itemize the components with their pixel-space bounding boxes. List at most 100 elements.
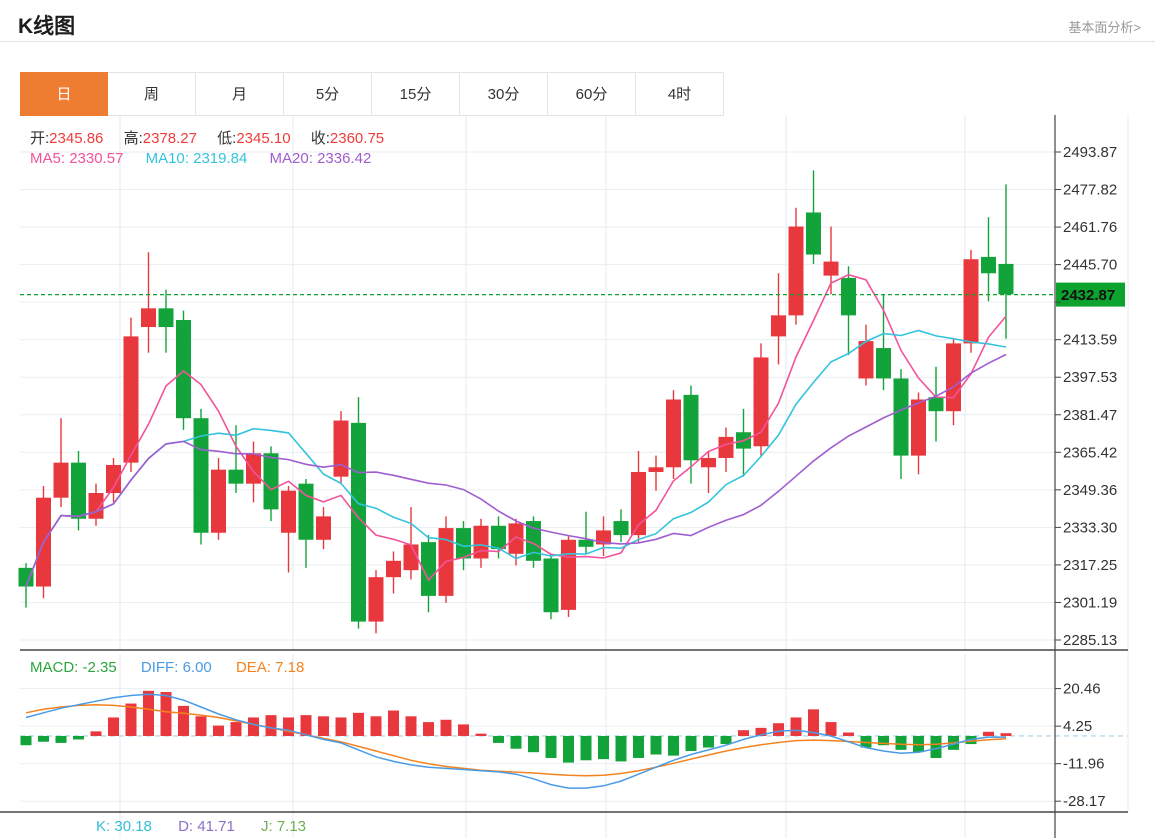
macd-bar bbox=[895, 735, 907, 750]
candle[interactable] bbox=[473, 518, 489, 568]
candle[interactable] bbox=[193, 408, 209, 545]
tab-日[interactable]: 日 bbox=[20, 72, 108, 116]
tab-30分[interactable]: 30分 bbox=[460, 72, 548, 116]
macd-layer: 20.46 4.25 -11.96 -28.17 bbox=[20, 681, 1128, 810]
tab-15分[interactable]: 15分 bbox=[372, 72, 460, 116]
candle[interactable] bbox=[53, 418, 69, 508]
high-label: 高: bbox=[123, 130, 143, 147]
fundamental-analysis-link[interactable]: 基本面分析> bbox=[1068, 20, 1141, 35]
tab-月[interactable]: 月 bbox=[196, 72, 284, 116]
candle[interactable] bbox=[421, 535, 436, 613]
candle[interactable] bbox=[963, 249, 979, 353]
macd-bar bbox=[825, 722, 837, 736]
candle[interactable] bbox=[158, 289, 174, 353]
dea-line bbox=[25, 703, 1007, 777]
macd-bar bbox=[388, 710, 399, 736]
macd-bar bbox=[20, 735, 32, 746]
candle[interactable] bbox=[281, 486, 296, 573]
candle[interactable] bbox=[683, 385, 699, 484]
candle[interactable] bbox=[841, 266, 856, 356]
candle[interactable] bbox=[736, 408, 751, 477]
macd-bar bbox=[580, 735, 592, 761]
macd-bar bbox=[283, 717, 294, 736]
macd-bar bbox=[73, 735, 84, 740]
candle[interactable] bbox=[998, 184, 1014, 339]
candle[interactable] bbox=[351, 397, 366, 629]
macd-bar bbox=[528, 735, 539, 753]
macd-bar bbox=[318, 716, 329, 736]
candle[interactable] bbox=[298, 478, 314, 568]
candle[interactable] bbox=[333, 411, 349, 484]
tab-60分[interactable]: 60分 bbox=[548, 72, 636, 116]
candle[interactable] bbox=[71, 450, 86, 531]
candle[interactable] bbox=[893, 369, 909, 479]
tab-4时[interactable]: 4时 bbox=[636, 72, 724, 116]
candle[interactable] bbox=[928, 366, 944, 442]
candle[interactable] bbox=[858, 324, 874, 386]
header-divider bbox=[0, 41, 1155, 42]
candle[interactable] bbox=[806, 170, 821, 264]
candle[interactable] bbox=[228, 425, 244, 494]
ma-legend: MA5: 2330.57 MA10: 2319.84 MA20: 2336.42 bbox=[30, 150, 389, 167]
candle[interactable] bbox=[753, 343, 769, 456]
price-axis: 2493.87 2477.82 2461.76 2445.70 2413.59 2397.… bbox=[1055, 144, 1117, 649]
macd-bar bbox=[440, 719, 452, 736]
candle[interactable] bbox=[666, 390, 681, 479]
kdj-legend: K: 30.18 D: 41.71 J: 7.13 bbox=[96, 818, 328, 835]
candle[interactable] bbox=[701, 450, 716, 494]
candle[interactable] bbox=[946, 338, 961, 426]
dea-value-legend: DEA: 7.18 bbox=[235, 659, 305, 676]
macd-tick-label: -28.17 bbox=[1063, 793, 1106, 810]
candle[interactable] bbox=[631, 450, 646, 543]
macd-bar bbox=[685, 735, 697, 752]
price-tick-label: 2461.76 bbox=[1063, 219, 1117, 236]
macd-bar bbox=[178, 705, 189, 736]
candle[interactable] bbox=[368, 570, 384, 634]
candle[interactable] bbox=[613, 509, 629, 543]
candle[interactable] bbox=[543, 553, 559, 620]
close-value: 2360.75 bbox=[329, 130, 385, 147]
macd-bar bbox=[808, 709, 819, 736]
tab-周[interactable]: 周 bbox=[108, 72, 196, 116]
candle[interactable] bbox=[263, 446, 279, 522]
macd-bar bbox=[720, 735, 732, 745]
candle[interactable] bbox=[211, 457, 226, 540]
candle[interactable] bbox=[526, 516, 541, 568]
tab-5分[interactable]: 5分 bbox=[284, 72, 372, 116]
candle[interactable] bbox=[718, 427, 734, 472]
macd-bar bbox=[143, 690, 154, 736]
macd-bar bbox=[510, 735, 522, 749]
candle[interactable] bbox=[561, 535, 576, 617]
low-label: 低: bbox=[217, 130, 237, 147]
candle[interactable] bbox=[771, 273, 786, 365]
macd-bar bbox=[650, 735, 662, 755]
candle[interactable] bbox=[386, 551, 401, 594]
candle[interactable] bbox=[141, 252, 156, 353]
candle[interactable] bbox=[981, 217, 996, 302]
macd-bar bbox=[195, 716, 207, 736]
kdj-d-legend: D: 41.71 bbox=[178, 818, 235, 835]
price-tick-label: 2477.82 bbox=[1063, 182, 1117, 199]
candle[interactable] bbox=[316, 507, 331, 550]
ma10-legend: MA10: 2319.84 bbox=[145, 150, 248, 167]
macd-bar bbox=[353, 712, 364, 736]
price-tick-label: 2317.25 bbox=[1063, 557, 1117, 574]
price-tick-label: 2285.13 bbox=[1063, 632, 1117, 649]
macd-bar bbox=[125, 703, 137, 736]
candle[interactable] bbox=[648, 455, 664, 491]
current-price-badge: 2432.87 bbox=[1056, 282, 1125, 307]
candles-layer bbox=[18, 170, 1014, 634]
candle[interactable] bbox=[578, 511, 594, 554]
macd-bar bbox=[475, 733, 487, 736]
candle[interactable] bbox=[123, 317, 139, 472]
kdj-k-legend: K: 30.18 bbox=[96, 818, 152, 835]
candle[interactable] bbox=[106, 457, 121, 503]
candle[interactable] bbox=[788, 207, 804, 325]
macd-bar bbox=[843, 732, 854, 736]
macd-tick-label: 20.46 bbox=[1063, 681, 1101, 698]
macd-bar bbox=[983, 731, 994, 736]
macd-bar bbox=[615, 735, 627, 762]
candle[interactable] bbox=[911, 392, 926, 475]
